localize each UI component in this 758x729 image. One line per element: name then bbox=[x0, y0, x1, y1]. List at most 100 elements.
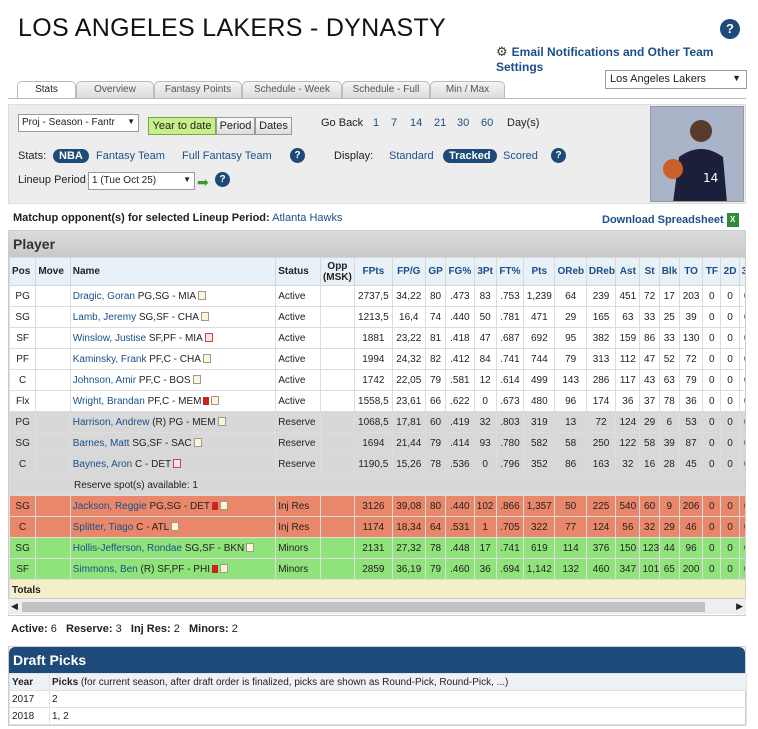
news-note-icon[interactable] bbox=[173, 459, 182, 469]
go-back-21[interactable]: 21 bbox=[434, 117, 447, 129]
col-fpg[interactable]: FP/G bbox=[391, 257, 426, 286]
player-move-cell[interactable] bbox=[35, 390, 71, 412]
player-move-cell[interactable] bbox=[35, 369, 71, 391]
help-icon[interactable]: ? bbox=[290, 148, 305, 163]
email-settings-link[interactable]: ⚙ Email Notifications and Other Team Sett… bbox=[496, 44, 758, 74]
news-note-icon[interactable] bbox=[219, 564, 228, 574]
table-row: SG Barnes, Matt SG,SF - SAC Reserve 1694 21,… bbox=[9, 432, 745, 454]
go-back-60[interactable]: 60 bbox=[481, 117, 494, 129]
scrollbar-thumb[interactable] bbox=[22, 602, 705, 612]
projection-select[interactable]: Proj - Season - Fantr ▼ bbox=[18, 114, 139, 132]
player-move-cell[interactable] bbox=[35, 432, 71, 454]
go-arrow-icon[interactable]: ➡ bbox=[197, 174, 209, 190]
scroll-left-icon[interactable]: ◀ bbox=[11, 601, 18, 611]
lineup-period-select[interactable]: 1 (Tue Oct 25) ▼ bbox=[88, 172, 195, 190]
col-ast[interactable]: Ast bbox=[615, 257, 641, 286]
player-move-cell[interactable] bbox=[35, 453, 71, 475]
col-to[interactable]: TO bbox=[678, 257, 704, 286]
col-gp[interactable]: GP bbox=[424, 257, 447, 286]
year-to-date-button[interactable]: Year to date bbox=[148, 117, 216, 135]
player-name-link[interactable]: Dragic, Goran bbox=[72, 290, 135, 302]
team-select[interactable]: Los Angeles Lakers ▼ bbox=[605, 70, 747, 89]
news-note-icon[interactable] bbox=[211, 396, 220, 406]
player-name-link[interactable]: Johnson, Amir bbox=[72, 374, 137, 386]
news-note-icon[interactable] bbox=[198, 291, 207, 301]
tab-schedule-full[interactable]: Schedule - Full bbox=[342, 81, 430, 98]
stat-cell: .741 bbox=[495, 537, 525, 559]
stat-cell: 0 bbox=[702, 390, 722, 412]
col-oreb[interactable]: OReb bbox=[554, 257, 587, 286]
tab-stats[interactable]: Stats bbox=[17, 81, 76, 99]
player-move-cell[interactable] bbox=[35, 327, 71, 349]
player-name-link[interactable]: Jackson, Reggie bbox=[72, 500, 147, 512]
stats-fantasy-team-option[interactable]: Fantasy Team bbox=[96, 150, 165, 162]
stats-nba-option[interactable]: NBA bbox=[53, 149, 89, 163]
display-standard-option[interactable]: Standard bbox=[389, 150, 434, 162]
col-tf[interactable]: TF bbox=[702, 257, 722, 286]
col-3d[interactable]: 3D bbox=[738, 257, 745, 286]
help-icon[interactable]: ? bbox=[215, 172, 230, 187]
go-back-7[interactable]: 7 bbox=[391, 117, 398, 129]
player-move-cell[interactable] bbox=[35, 495, 71, 517]
go-back-14[interactable]: 14 bbox=[410, 117, 423, 129]
stat-cell: 0 bbox=[720, 348, 740, 370]
player-name-link[interactable]: Barnes, Matt bbox=[72, 437, 130, 449]
tab-fantasy-points[interactable]: Fantasy Points bbox=[154, 81, 242, 98]
news-note-icon[interactable] bbox=[171, 522, 180, 532]
player-name-link[interactable]: Splitter, Tiago bbox=[72, 521, 134, 533]
player-name-link[interactable]: Lamb, Jeremy bbox=[72, 311, 137, 323]
tab-schedule-week[interactable]: Schedule - Week bbox=[242, 81, 342, 98]
download-spreadsheet-link[interactable]: Download Spreadsheet X bbox=[602, 213, 739, 227]
stats-full-fantasy-team-option[interactable]: Full Fantasy Team bbox=[182, 150, 272, 162]
player-move-cell[interactable] bbox=[35, 537, 71, 559]
go-back-1[interactable]: 1 bbox=[373, 117, 380, 129]
help-icon[interactable]: ? bbox=[720, 19, 740, 39]
scroll-right-icon[interactable]: ▶ bbox=[736, 601, 743, 611]
horizontal-scrollbar[interactable]: ◀ ▶ bbox=[8, 598, 746, 614]
player-name-link[interactable]: Kaminsky, Frank bbox=[72, 353, 147, 365]
stat-cell: 0 bbox=[720, 306, 740, 328]
player-name-link[interactable]: Baynes, Aron bbox=[72, 458, 133, 470]
col-dreb[interactable]: DReb bbox=[585, 257, 617, 286]
news-note-icon[interactable] bbox=[200, 312, 209, 322]
player-name-link[interactable]: Harrison, Andrew bbox=[72, 416, 150, 428]
col-blk[interactable]: Blk bbox=[658, 257, 680, 286]
news-note-icon[interactable] bbox=[246, 543, 255, 553]
matchup-opponent-link[interactable]: Atlanta Hawks bbox=[272, 212, 343, 224]
player-move-cell[interactable] bbox=[35, 306, 71, 328]
news-note-icon[interactable] bbox=[193, 438, 202, 448]
stat-cell: 79 bbox=[678, 369, 704, 391]
tab-min-max[interactable]: Min / Max bbox=[430, 81, 505, 98]
player-move-cell[interactable] bbox=[35, 411, 71, 433]
player-name-link[interactable]: Winslow, Justise bbox=[72, 332, 147, 344]
col-2d[interactable]: 2D bbox=[720, 257, 740, 286]
help-icon[interactable]: ? bbox=[551, 148, 566, 163]
tab-overview[interactable]: Overview bbox=[76, 81, 154, 98]
news-note-icon[interactable] bbox=[192, 375, 201, 385]
flag-icon bbox=[212, 501, 218, 510]
col-st[interactable]: St bbox=[639, 257, 660, 286]
news-note-icon[interactable] bbox=[217, 417, 226, 427]
player-move-cell[interactable] bbox=[35, 285, 71, 307]
player-move-cell[interactable] bbox=[35, 558, 71, 580]
news-note-icon[interactable] bbox=[202, 354, 211, 364]
news-note-icon[interactable] bbox=[220, 501, 228, 511]
display-tracked-option[interactable]: Tracked bbox=[443, 149, 497, 163]
news-note-icon[interactable] bbox=[204, 333, 213, 343]
display-scored-option[interactable]: Scored bbox=[503, 150, 538, 162]
go-back-30[interactable]: 30 bbox=[457, 117, 470, 129]
period-button[interactable]: Period bbox=[216, 117, 255, 135]
col-fg[interactable]: FG% bbox=[445, 257, 475, 286]
col-fpts[interactable]: FPts bbox=[354, 257, 393, 286]
col-3pt[interactable]: 3Pt bbox=[473, 257, 497, 286]
col-pts[interactable]: Pts bbox=[523, 257, 556, 286]
player-name-link[interactable]: Hollis-Jefferson, Rondae bbox=[72, 542, 183, 554]
player-move-cell[interactable] bbox=[35, 348, 71, 370]
player-name-link[interactable]: Simmons, Ben bbox=[72, 563, 138, 575]
player-move-cell[interactable] bbox=[35, 516, 71, 538]
player-name-link[interactable]: Wright, Brandan bbox=[72, 395, 145, 407]
stat-cell: 0 bbox=[702, 327, 722, 349]
stat-cell: 0 bbox=[738, 411, 745, 433]
dates-button[interactable]: Dates bbox=[255, 117, 292, 135]
col-ft[interactable]: FT% bbox=[495, 257, 525, 286]
